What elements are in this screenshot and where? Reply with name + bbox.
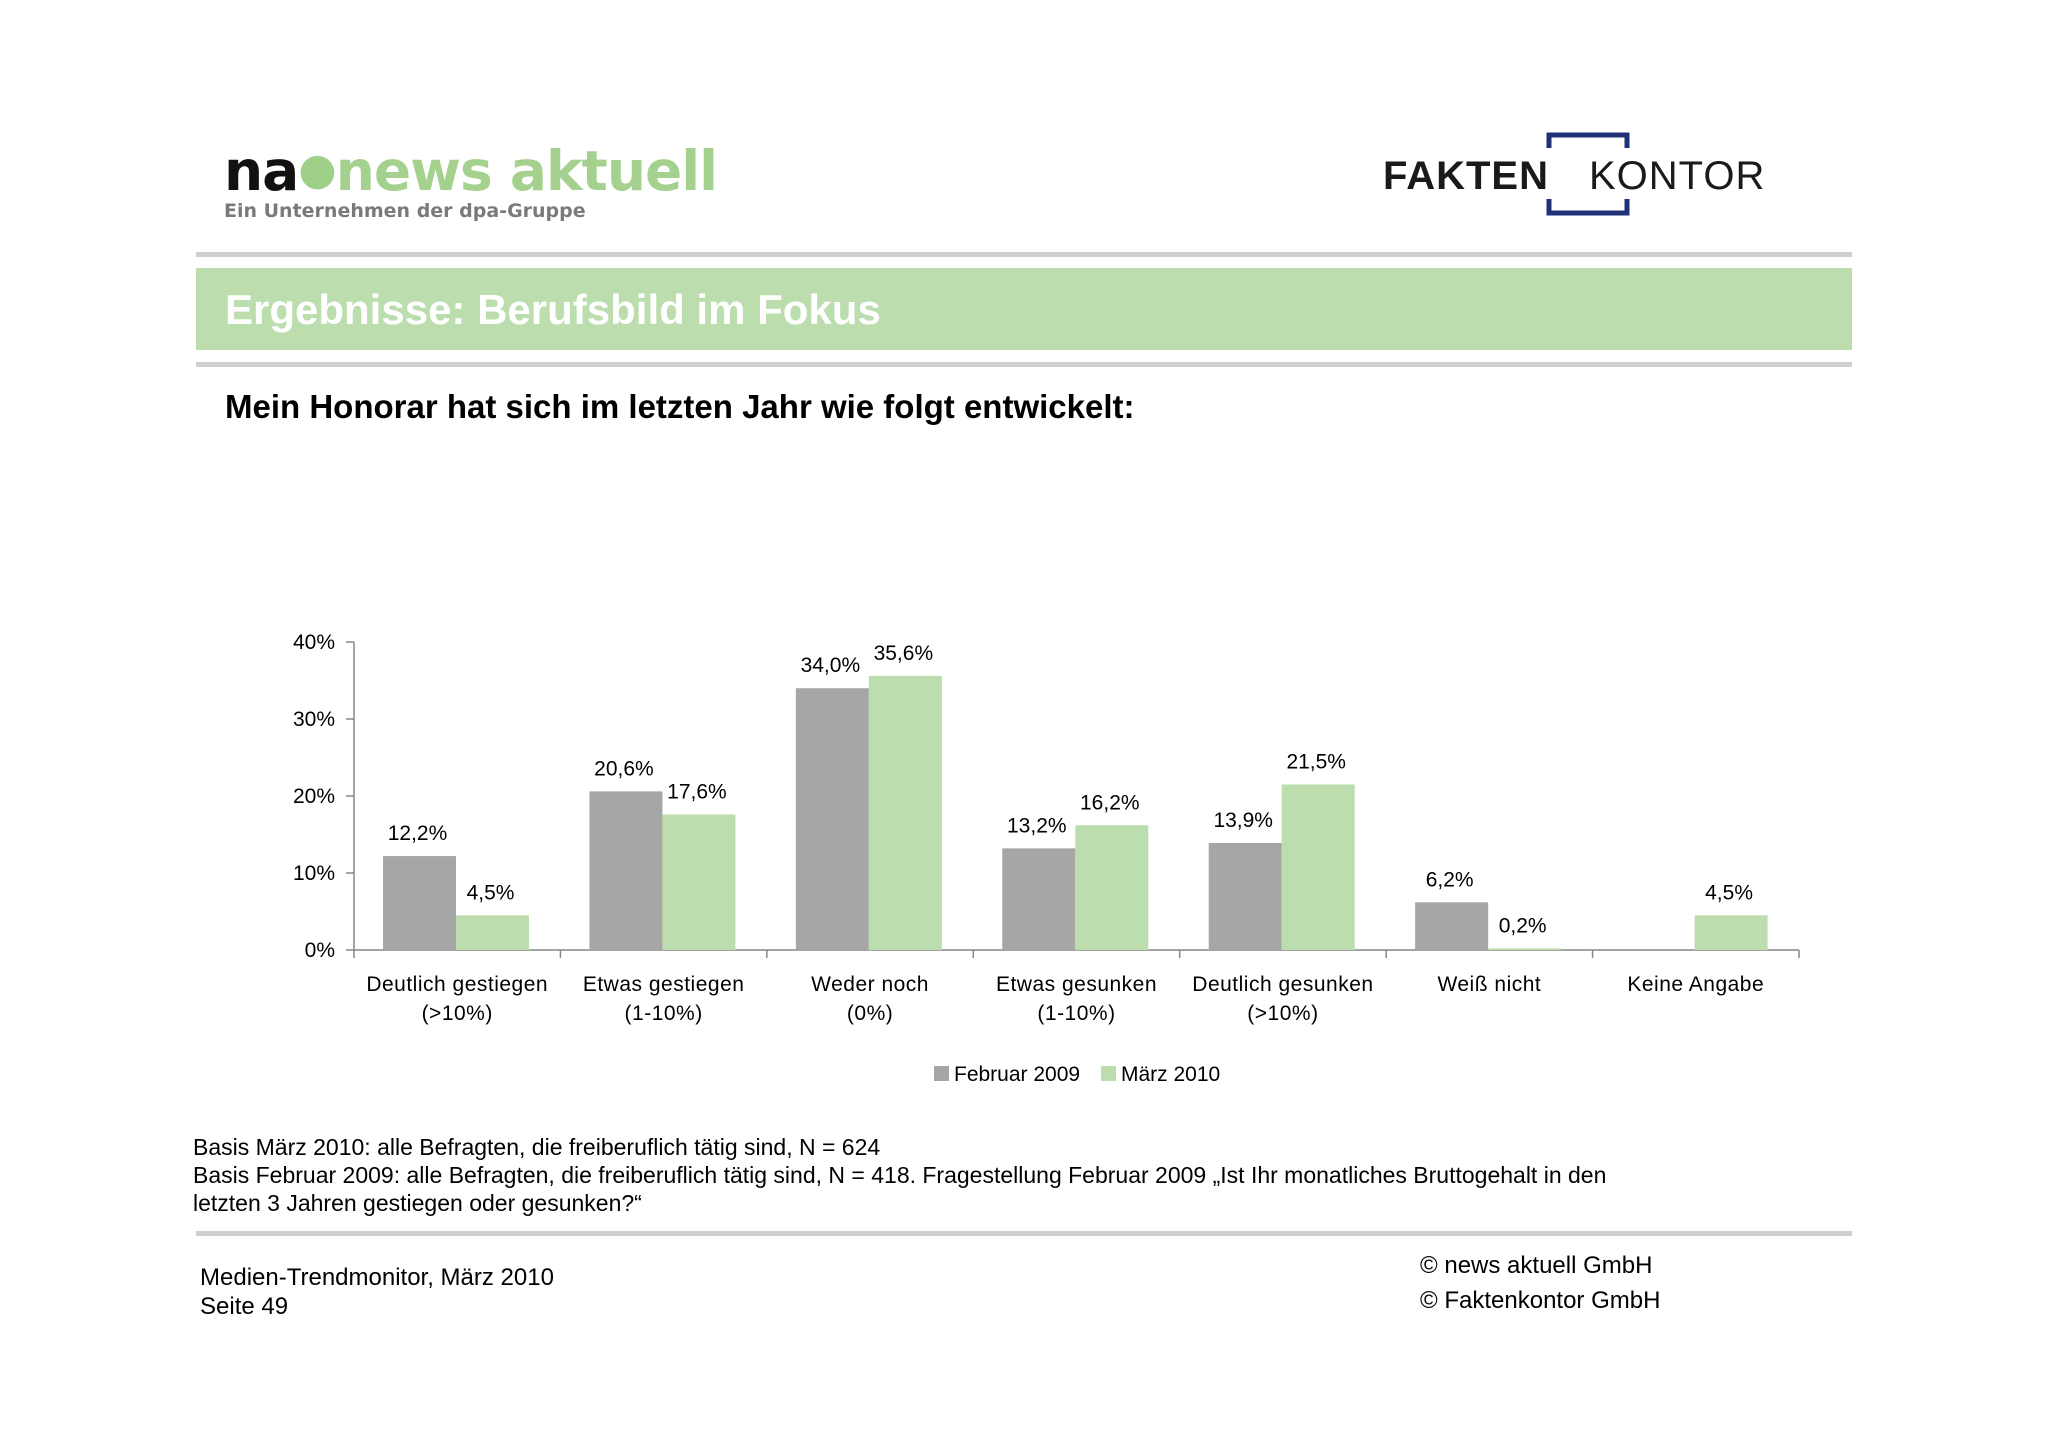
bar-2010 <box>868 675 942 950</box>
category-label: (1-10%) <box>625 1002 703 1025</box>
bar-2009 <box>1415 902 1489 950</box>
category-label: Weiß nicht <box>1437 973 1541 996</box>
footer-page-number: Seite 49 <box>200 1293 289 1320</box>
logo-na-mark: na <box>224 139 299 203</box>
category-label: (1-10%) <box>1037 1002 1115 1025</box>
chart-category-labels: Deutlich gestiegen (>10%) Etwas gestiegen (… <box>366 973 1764 1025</box>
note-basis-2009: Basis Februar 2009: alle Befragten, die … <box>193 1162 1607 1188</box>
data-label: 13,2% <box>1007 814 1067 837</box>
data-label: 4,5% <box>1705 881 1753 904</box>
y-tick-label: 0% <box>305 939 335 962</box>
data-label: 35,6% <box>874 642 934 665</box>
bar-2010 <box>662 814 736 950</box>
page-title: Ergebnisse: Berufsbild im Fokus <box>225 286 881 333</box>
category-label: Etwas gestiegen <box>583 973 745 996</box>
note-basis-2010: Basis März 2010: alle Befragten, die fre… <box>193 1134 881 1160</box>
bar-2009 <box>795 688 869 950</box>
category-label: (>10%) <box>1247 1002 1318 1025</box>
footer-source: Medien-Trendmonitor, März 2010 <box>200 1264 554 1291</box>
bar-2009 <box>1208 842 1282 950</box>
category-label: Deutlich gestiegen <box>366 973 548 996</box>
data-label: 20,6% <box>594 757 654 780</box>
data-label: 16,2% <box>1080 791 1140 814</box>
data-label: 17,6% <box>667 780 727 803</box>
news-aktuell-logo: na●news aktuell <box>224 136 718 211</box>
y-tick-label: 30% <box>293 708 335 731</box>
logo-bracket-bottom <box>1546 199 1630 216</box>
legend-label: März 2010 <box>1121 1063 1220 1086</box>
footer-copyright-na: © news aktuell GmbH <box>1420 1252 1653 1279</box>
top-rule <box>196 252 1852 257</box>
data-label: 12,2% <box>388 822 448 845</box>
bar-2010 <box>1694 915 1768 950</box>
y-tick-label: 20% <box>293 785 335 808</box>
category-label: Etwas gesunken <box>996 973 1157 996</box>
category-label: Keine Angabe <box>1627 973 1764 996</box>
category-label: (0%) <box>847 1002 893 1025</box>
y-tick-label: 40% <box>293 631 335 654</box>
legend-swatch-2010 <box>1101 1066 1116 1081</box>
bar-2010 <box>1075 825 1149 950</box>
title-bar <box>196 268 1852 350</box>
faktenkontor-logo: FAKTEN KONTOR <box>1383 132 1765 216</box>
footer-copyright-fk: © Faktenkontor GmbH <box>1420 1287 1661 1314</box>
bar-2010 <box>456 915 529 950</box>
logo-dot-icon: ● <box>298 144 336 195</box>
data-label: 4,5% <box>467 881 515 904</box>
data-label: 13,9% <box>1213 809 1273 832</box>
category-label: (>10%) <box>422 1002 493 1025</box>
legend-label: Februar 2009 <box>954 1063 1080 1086</box>
bar-2009 <box>1002 848 1076 950</box>
logo-tagline: Ein Unternehmen der dpa-Gruppe <box>224 200 586 222</box>
bar-2009 <box>589 791 663 950</box>
chart-question: Mein Honorar hat sich im letzten Jahr wi… <box>225 388 1135 425</box>
data-label: 34,0% <box>801 654 861 677</box>
y-tick-label: 10% <box>293 862 335 885</box>
data-label: 21,5% <box>1286 750 1346 773</box>
data-label: 6,2% <box>1426 868 1474 891</box>
bar-2009 <box>383 856 456 950</box>
data-label: 0,2% <box>1499 914 1547 937</box>
title-rule <box>196 362 1852 367</box>
chart-legend: Februar 2009 März 2010 <box>934 1063 1220 1086</box>
note-basis-2009-cont: letzten 3 Jahren gestiegen oder gesunken… <box>193 1190 642 1216</box>
chart-data-labels: 12,2% 4,5% 20,6% 17,6% 34,0% 35,6% 13,2% 16,2% 1… <box>388 642 1753 938</box>
logo-bracket-top <box>1546 132 1630 148</box>
category-label: Deutlich gesunken <box>1192 973 1373 996</box>
bar-2010 <box>1488 948 1562 950</box>
logo-na-name: news aktuell <box>335 139 718 203</box>
category-label: Weder noch <box>811 973 929 996</box>
footer-rule <box>196 1231 1852 1236</box>
logo-kontor: KONTOR <box>1589 154 1765 198</box>
logo-fakten: FAKTEN <box>1383 154 1549 198</box>
legend-swatch-2009 <box>934 1066 949 1081</box>
chart-bars <box>383 675 1768 950</box>
bar-2010 <box>1281 784 1355 950</box>
